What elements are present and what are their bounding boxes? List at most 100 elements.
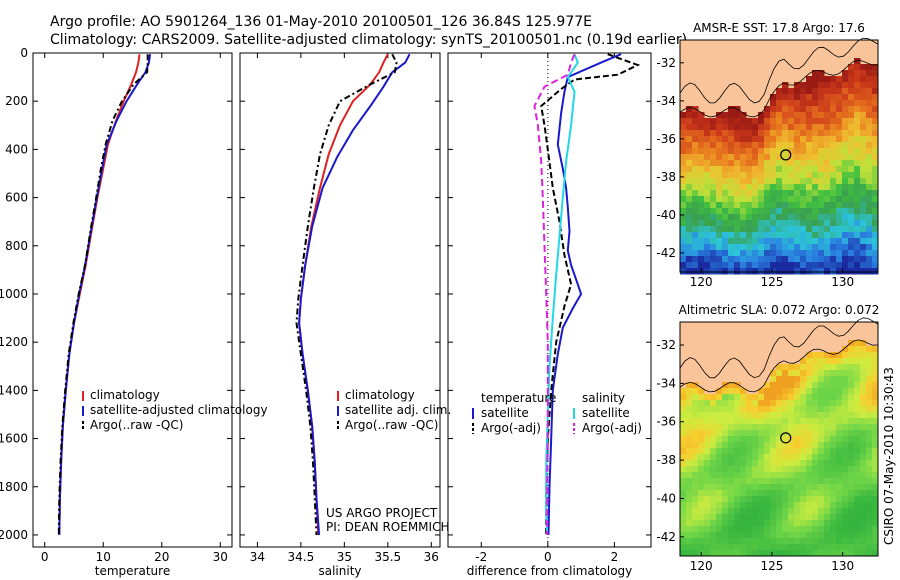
sla-map-cell [848, 382, 855, 389]
sla-map-cell [746, 436, 753, 443]
sst-map-cell [848, 250, 855, 257]
sla-map-cell [866, 394, 873, 401]
sst-map-cell [788, 136, 795, 143]
sla-map-cell [854, 550, 861, 557]
sla-map-cell [860, 346, 867, 353]
sst-map-cell [722, 226, 729, 233]
sst-map-xtick-label: 120 [690, 275, 713, 289]
sla-map-cell [872, 490, 879, 497]
sst-map-cell [722, 262, 729, 269]
sst-map-cell [854, 226, 861, 233]
sla-map-cell [794, 550, 801, 557]
sst-map-cell [722, 250, 729, 257]
sst-map-cell [758, 148, 765, 155]
sla-map-cell [806, 418, 813, 425]
sst-map-cell [752, 118, 759, 125]
sst-map-cell [794, 184, 801, 191]
sst-map-cell [830, 190, 837, 197]
sst-map-cell [806, 202, 813, 209]
sla-map-cell [860, 442, 867, 449]
sla-map-cell [698, 532, 705, 539]
sla-map-cell [776, 472, 783, 479]
sla-map-cell [692, 388, 699, 395]
sst-map-cell [854, 70, 861, 77]
sla-map-cell [848, 424, 855, 431]
sla-map-cell [854, 490, 861, 497]
sst-map-shelf-contour [679, 59, 879, 118]
sla-map-cell [776, 526, 783, 533]
sst-map-cell [728, 268, 735, 275]
sla-map-cell [698, 514, 705, 521]
sla-map-cell [854, 508, 861, 515]
sla-map-cell [854, 340, 861, 347]
sla-map-cell [710, 514, 717, 521]
sst-map-cell [854, 160, 861, 167]
sla-map-cell [752, 436, 759, 443]
sla-map-cell [758, 544, 765, 551]
sst-map-cell [728, 118, 735, 125]
sla-map-cell [746, 442, 753, 449]
sla-map-cell [722, 466, 729, 473]
sst-map-cell [734, 190, 741, 197]
sla-map-cell [728, 436, 735, 443]
sla-map-cell [704, 424, 711, 431]
sst-map-cell [734, 112, 741, 119]
sst-map-cell [710, 238, 717, 245]
sla-map-cell [740, 478, 747, 485]
sla-map-cell [848, 370, 855, 377]
sst-map-cell [776, 232, 783, 239]
sla-map-cell [818, 352, 825, 359]
sst-map-cell [686, 238, 693, 245]
sst-map-cell [866, 82, 873, 89]
sla-map-cell [770, 472, 777, 479]
sst-map-cell [704, 208, 711, 215]
sla-map-cell [812, 466, 819, 473]
sla-map-cell [824, 478, 831, 485]
sla-map-cell [866, 406, 873, 413]
sst-map-cell [782, 124, 789, 131]
sst-map-cell [692, 238, 699, 245]
sla-map-cell [872, 538, 879, 545]
sla-map-cell [788, 496, 795, 503]
sla-map-cell [704, 406, 711, 413]
sla-map-cell [818, 472, 825, 479]
sla-map-cell [824, 508, 831, 515]
sst-map-cell [848, 262, 855, 269]
sla-map-cell [704, 484, 711, 491]
sst-map-cell [806, 250, 813, 257]
sst-map-cell [686, 136, 693, 143]
sst-map-cell [698, 196, 705, 203]
sla-map-cell [836, 376, 843, 383]
sla-map-cell [794, 514, 801, 521]
sla-map-cell [716, 394, 723, 401]
sla-map-cell [824, 514, 831, 521]
sst-map-cell [722, 130, 729, 137]
sla-map-cell [698, 436, 705, 443]
sla-map-cell [818, 526, 825, 533]
sla-map-cell [806, 538, 813, 545]
sla-map-cell [818, 358, 825, 365]
sla-map-cell [848, 496, 855, 503]
sla-map-cell [728, 424, 735, 431]
sst-map-cell [770, 196, 777, 203]
sla-map-cell [800, 502, 807, 509]
sla-map-cell [692, 460, 699, 467]
sla-map-cell [782, 532, 789, 539]
sla-map-cell [788, 448, 795, 455]
sst-map-cell [812, 184, 819, 191]
sst-map-cell [710, 166, 717, 173]
sst-map-cell [800, 256, 807, 263]
sla-map-cell [866, 352, 873, 359]
sst-map-cell [848, 196, 855, 203]
sla-map-cell [806, 406, 813, 413]
sst-map-cell [848, 112, 855, 119]
sla-map-cell [770, 490, 777, 497]
sla-map-cell [800, 424, 807, 431]
sst-map-cell [854, 262, 861, 269]
sla-map-cell [704, 436, 711, 443]
sst-map-cell [812, 100, 819, 107]
sla-map-cell [776, 382, 783, 389]
sst-map-cell [794, 124, 801, 131]
sla-map-cell [812, 382, 819, 389]
sla-map-cell [764, 466, 771, 473]
